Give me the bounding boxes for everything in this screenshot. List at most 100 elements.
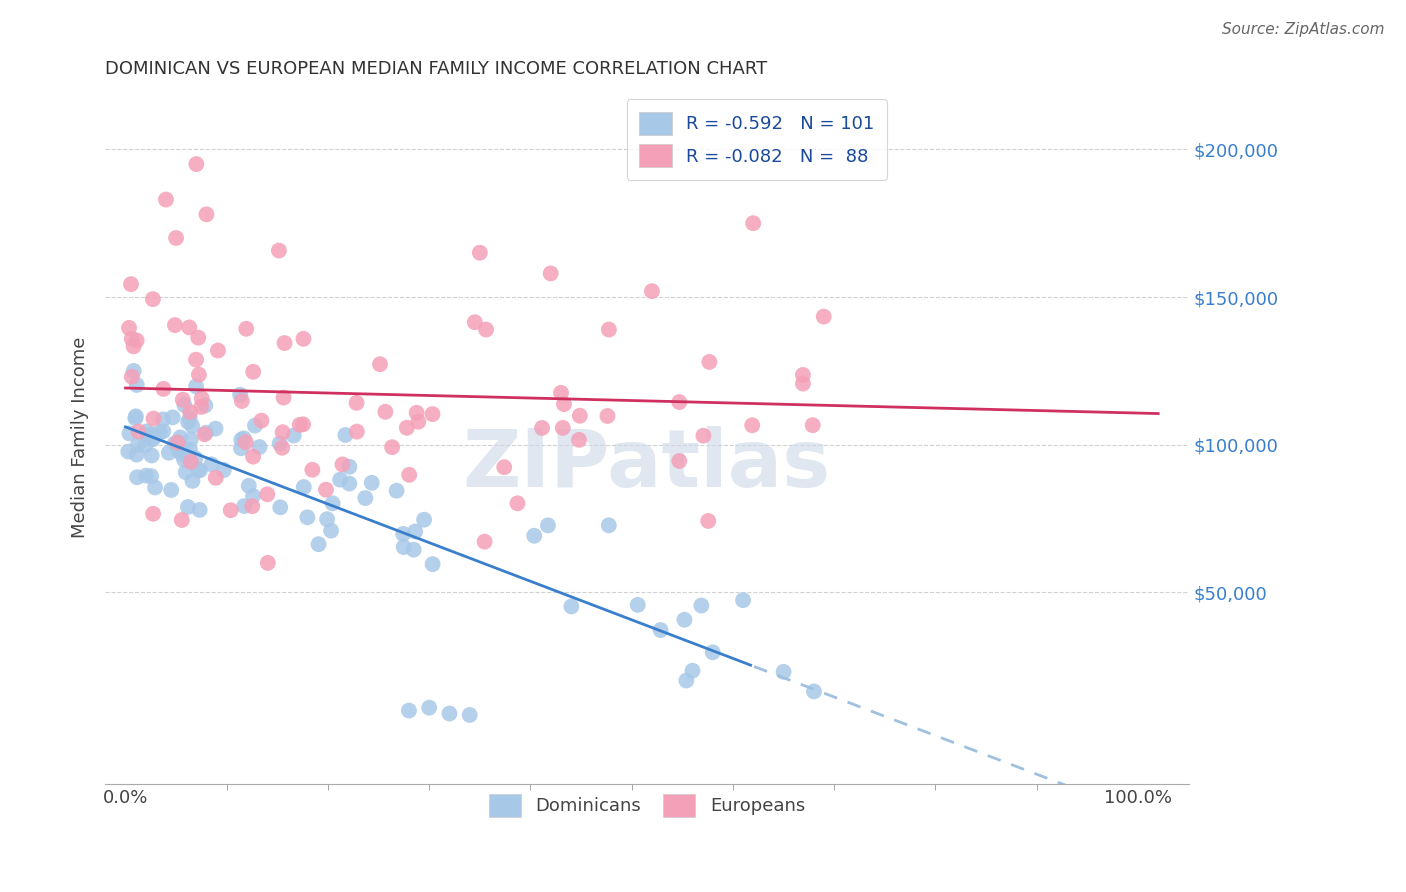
- Point: [332, 458, 354, 472]
- Point: [177, 500, 200, 514]
- Point: [180, 455, 202, 469]
- Point: [692, 428, 714, 442]
- Point: [162, 410, 184, 425]
- Point: [235, 435, 257, 450]
- Point: [212, 463, 235, 477]
- Point: [229, 388, 252, 402]
- Point: [204, 471, 226, 485]
- Point: [134, 438, 156, 452]
- Point: [118, 321, 141, 335]
- Point: [273, 336, 295, 351]
- Point: [238, 479, 260, 493]
- Point: [458, 708, 481, 723]
- Point: [232, 431, 254, 445]
- Point: [627, 598, 650, 612]
- Point: [641, 284, 664, 298]
- Point: [346, 425, 368, 439]
- Point: [136, 428, 159, 442]
- Point: [392, 527, 415, 541]
- Point: [187, 368, 209, 382]
- Point: [177, 415, 200, 429]
- Point: [207, 343, 229, 358]
- Point: [179, 442, 201, 457]
- Point: [422, 557, 444, 571]
- Point: [120, 277, 142, 292]
- Point: [398, 704, 420, 718]
- Point: [813, 310, 835, 324]
- Point: [301, 463, 323, 477]
- Point: [200, 458, 222, 472]
- Point: [167, 435, 190, 450]
- Point: [551, 421, 574, 435]
- Point: [731, 593, 754, 607]
- Point: [242, 489, 264, 503]
- Point: [596, 409, 619, 423]
- Point: [269, 500, 291, 515]
- Point: [240, 499, 263, 513]
- Point: [506, 496, 529, 510]
- Point: [173, 398, 195, 412]
- Point: [249, 440, 271, 454]
- Point: [385, 483, 408, 498]
- Point: [531, 421, 554, 435]
- Point: [190, 400, 212, 414]
- Point: [474, 534, 496, 549]
- Point: [395, 421, 418, 435]
- Point: [598, 518, 620, 533]
- Text: ZIPatlas: ZIPatlas: [463, 426, 831, 504]
- Point: [127, 425, 149, 439]
- Point: [122, 339, 145, 353]
- Point: [142, 507, 165, 521]
- Point: [174, 465, 197, 479]
- Point: [179, 411, 201, 425]
- Point: [186, 157, 208, 171]
- Point: [792, 376, 814, 391]
- Point: [553, 397, 575, 411]
- Point: [271, 441, 294, 455]
- Point: [127, 470, 149, 484]
- Point: [193, 427, 215, 442]
- Point: [163, 436, 186, 450]
- Point: [650, 623, 672, 637]
- Point: [308, 537, 330, 551]
- Point: [404, 524, 426, 539]
- Point: [242, 450, 264, 464]
- Point: [675, 673, 697, 688]
- Point: [204, 422, 226, 436]
- Point: [598, 322, 620, 336]
- Point: [283, 428, 305, 442]
- Point: [118, 426, 141, 441]
- Point: [179, 405, 201, 419]
- Point: [257, 556, 280, 570]
- Point: [550, 385, 572, 400]
- Point: [149, 425, 172, 440]
- Point: [169, 430, 191, 444]
- Point: [152, 412, 174, 426]
- Point: [142, 411, 165, 425]
- Point: [315, 483, 337, 497]
- Point: [742, 216, 765, 230]
- Point: [269, 436, 291, 450]
- Point: [219, 503, 242, 517]
- Point: [337, 476, 360, 491]
- Point: [319, 524, 342, 538]
- Point: [122, 364, 145, 378]
- Point: [184, 451, 207, 466]
- Point: [195, 207, 218, 221]
- Point: [172, 392, 194, 407]
- Point: [418, 700, 440, 714]
- Point: [188, 503, 211, 517]
- Point: [142, 432, 165, 446]
- Point: [229, 442, 252, 456]
- Point: [568, 409, 591, 423]
- Point: [368, 357, 391, 371]
- Point: [135, 425, 157, 439]
- Point: [242, 365, 264, 379]
- Point: [792, 368, 814, 382]
- Point: [139, 427, 162, 442]
- Point: [184, 352, 207, 367]
- Point: [179, 320, 201, 334]
- Point: [335, 428, 357, 442]
- Point: [163, 318, 186, 332]
- Point: [127, 438, 149, 452]
